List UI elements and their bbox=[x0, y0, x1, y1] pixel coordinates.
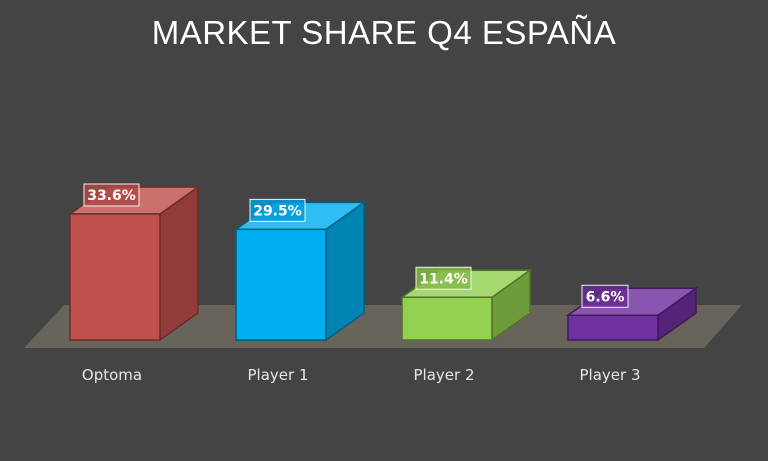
category-label: Player 2 bbox=[414, 366, 475, 384]
data-label: 6.6% bbox=[586, 289, 625, 305]
bar-3: 11.4% Player 2 bbox=[399, 266, 533, 384]
data-label-box bbox=[415, 266, 472, 290]
bar-1: 33.6% Optoma bbox=[67, 183, 201, 384]
data-label-box bbox=[249, 198, 306, 222]
chart-title: MARKET SHARE Q4 ESPAÑA bbox=[151, 14, 617, 51]
bar-front-face bbox=[69, 213, 161, 341]
bar-2: 29.5% Player 1 bbox=[233, 198, 367, 384]
category-label: Optoma bbox=[82, 366, 142, 384]
category-label: Player 1 bbox=[248, 366, 309, 384]
bar-front-face bbox=[235, 228, 327, 341]
chart-floor bbox=[24, 305, 742, 348]
data-label: 29.5% bbox=[253, 203, 302, 219]
data-label-box bbox=[581, 284, 629, 308]
bar-front-face bbox=[567, 314, 659, 341]
bar-front-face bbox=[401, 296, 493, 341]
data-label-box bbox=[83, 183, 140, 207]
category-label: Player 3 bbox=[580, 366, 641, 384]
data-label: 11.4% bbox=[419, 271, 468, 287]
data-label: 33.6% bbox=[87, 188, 136, 204]
bar-4: 6.6% Player 3 bbox=[565, 284, 699, 384]
